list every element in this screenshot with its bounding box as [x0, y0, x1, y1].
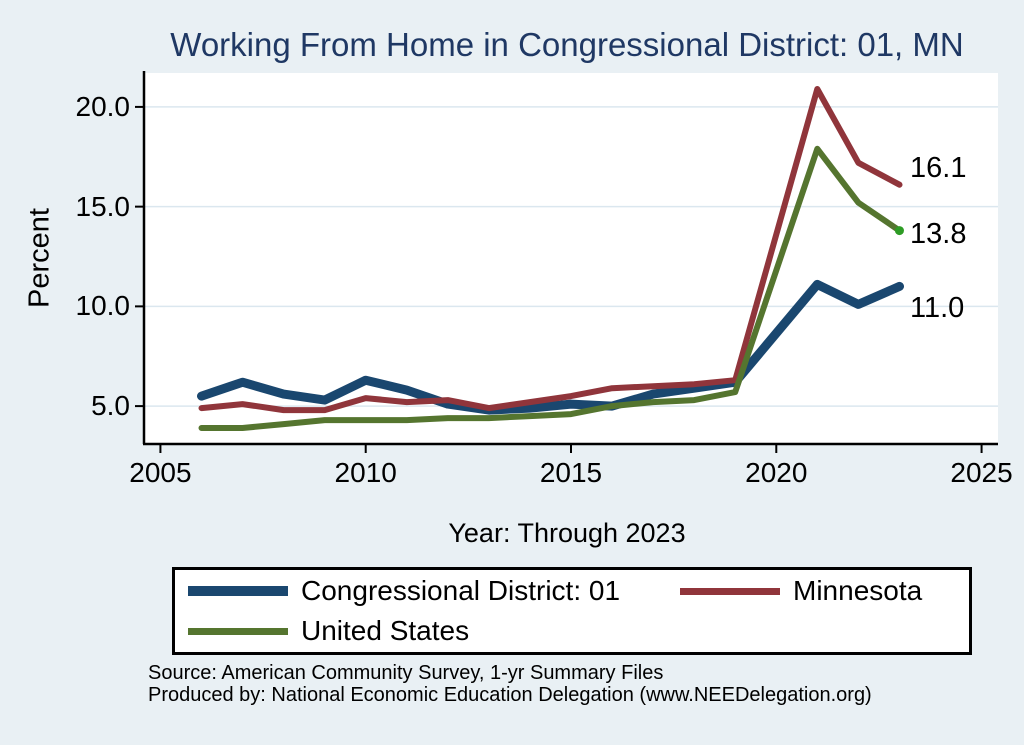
legend-item-minnesota: Minnesota	[680, 574, 969, 608]
series-line-congressional-district-01	[197, 279, 904, 415]
end-marker-united-states	[894, 226, 904, 236]
x-axis-title: Year: Through 2023	[448, 518, 686, 548]
source-note: Source: American Community Survey, 1-yr …	[148, 662, 664, 684]
legend-label-minnesota: Minnesota	[793, 575, 923, 606]
legend-swatch-minnesota	[680, 587, 781, 595]
end-label-united-states: 13.8	[910, 217, 967, 250]
x-tick-label: 2025	[950, 457, 1013, 488]
plot-area	[135, 71, 998, 453]
y-tick-label: 15.0	[75, 190, 131, 222]
legend-swatch-united-states	[188, 627, 288, 635]
y-tick-label: 20.0	[75, 90, 131, 122]
end-label-minnesota: 16.1	[910, 151, 967, 184]
series-line-united-states	[198, 145, 903, 431]
x-tick-label: 2020	[745, 457, 808, 488]
legend-item-congressional-district-01: Congressional District: 01	[188, 574, 680, 608]
chart-title: Working From Home in Congressional Distr…	[170, 26, 964, 63]
legend-label-congressional-district-01: Congressional District: 01	[301, 575, 621, 606]
y-tick-label: 5.0	[91, 390, 130, 422]
x-tick-label: 2005	[129, 457, 192, 488]
y-tick-label: 10.0	[75, 290, 131, 322]
x-tick-label: 2010	[334, 457, 397, 488]
end-label-congressional-district-01: 11.0	[910, 292, 965, 325]
legend-item-united-states: United States	[188, 614, 680, 648]
series-line-minnesota	[198, 86, 903, 414]
x-tick-label: 2015	[539, 457, 603, 488]
legend-label-united-states: United States	[301, 615, 470, 646]
producer-note: Produced by: National Economic Education…	[148, 684, 872, 706]
plot-svg	[135, 71, 998, 453]
notes: Source: American Community Survey, 1-yr …	[148, 662, 872, 706]
legend-swatch-congressional-district-01	[188, 586, 288, 596]
legend: Congressional District: 01 Minnesota Unite…	[172, 567, 972, 655]
